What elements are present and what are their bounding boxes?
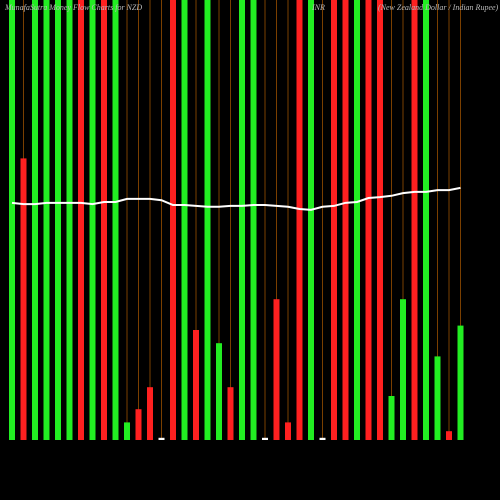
chart-title: MunafaSutra Money Flow Charts for NZD: [4, 3, 142, 12]
bar: [296, 0, 303, 440]
bar: [273, 299, 280, 440]
bar: [250, 0, 257, 440]
bar: [354, 0, 360, 440]
price-line: [11, 186, 461, 211]
bar: [227, 387, 234, 440]
bar: [20, 158, 27, 440]
bar: [239, 0, 245, 440]
bar: [365, 0, 372, 440]
bar: [147, 387, 153, 440]
bar: [262, 437, 268, 440]
bar: [400, 299, 406, 440]
bar: [32, 0, 38, 440]
bar: [423, 0, 429, 440]
bar: [308, 0, 314, 440]
bar: [158, 437, 165, 440]
bar: [377, 0, 383, 440]
bar: [55, 0, 61, 440]
bar: [411, 0, 418, 440]
chart-symbol: INR: [311, 3, 325, 12]
bar: [193, 330, 199, 440]
bar: [78, 0, 84, 440]
bar: [170, 0, 176, 440]
bar: [101, 0, 107, 440]
bar: [319, 437, 326, 440]
bar: [331, 0, 337, 440]
bar: [124, 422, 130, 440]
bar: [216, 343, 222, 440]
bar: [342, 0, 349, 440]
bar: [204, 0, 211, 440]
bar: [9, 0, 15, 440]
bar: [43, 0, 50, 440]
bar: [135, 409, 142, 440]
chart-subtitle: (New Zealand Dollar / Indian Rupee): [378, 3, 499, 12]
bar: [181, 0, 188, 440]
bar: [434, 356, 441, 440]
bar: [66, 0, 73, 440]
bar: [89, 0, 96, 440]
bar: [457, 325, 464, 440]
bar: [388, 396, 395, 440]
bar: [446, 431, 452, 440]
bar: [112, 0, 119, 440]
bar: [285, 422, 291, 440]
